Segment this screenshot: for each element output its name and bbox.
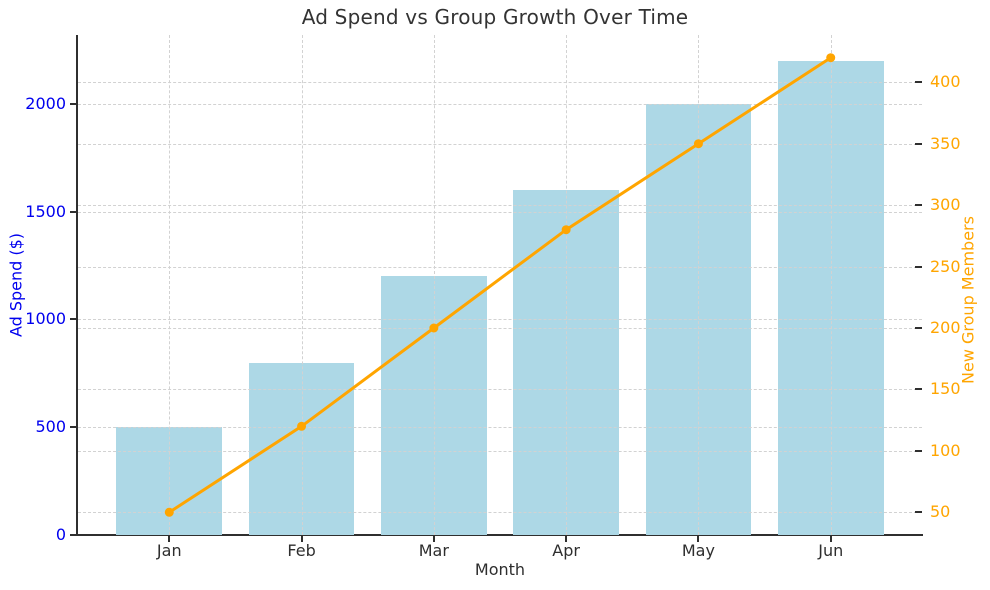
bar-jun — [777, 60, 884, 535]
left-tick-label-500: 500 — [35, 417, 66, 437]
right-tick-mark-150 — [915, 388, 922, 391]
gridline-h-right-150 — [78, 389, 922, 391]
bottom-spine — [76, 534, 923, 536]
right-tick-mark-400 — [915, 81, 922, 84]
line-marker-jan — [164, 507, 174, 517]
gridline-v-jan — [169, 35, 171, 535]
line-marker-feb — [297, 421, 307, 431]
x-tick-label-apr: Apr — [552, 541, 580, 560]
right-axis-label: New Group Members — [958, 216, 978, 384]
left-spine — [76, 35, 78, 536]
right-tick-mark-350 — [915, 142, 922, 145]
gridline-v-may — [698, 35, 700, 535]
gridline-h-right-250 — [78, 266, 922, 268]
chart-title: Ad Spend vs Group Growth Over Time — [301, 5, 689, 29]
right-tick-label-350: 350 — [930, 133, 961, 153]
x-tick-mark-jan — [168, 536, 171, 542]
line-marker-may — [693, 139, 703, 149]
x-tick-label-mar: Mar — [418, 541, 449, 560]
gridline-h-right-100 — [78, 450, 922, 452]
right-tick-label-150: 150 — [930, 379, 961, 399]
gridline-h-right-350 — [78, 143, 922, 145]
left-tick-label-0: 0 — [55, 525, 66, 544]
right-tick-label-100: 100 — [930, 440, 961, 460]
gridline-h-right-50 — [78, 512, 922, 514]
growth-line-series — [164, 53, 836, 517]
gridline-v-jun — [830, 35, 832, 535]
x-tick-mark-jun — [829, 536, 832, 542]
right-tick-mark-200 — [915, 326, 922, 329]
x-tick-label-feb: Feb — [287, 541, 316, 560]
x-tick-mark-feb — [300, 536, 303, 542]
gridline-h-left-500 — [78, 427, 922, 429]
right-tick-label-250: 250 — [930, 256, 961, 276]
right-tick-label-300: 300 — [930, 195, 961, 215]
left-tick-mark-0 — [70, 534, 77, 536]
gridline-v-mar — [433, 35, 435, 535]
left-tick-label-1500: 1500 — [25, 201, 66, 221]
bar-apr — [513, 190, 620, 535]
left-tick-label-2000: 2000 — [25, 93, 66, 113]
line-marker-jun — [826, 53, 836, 63]
line-marker-mar — [429, 323, 439, 333]
x-tick-label-jun: Jun — [818, 541, 844, 560]
gridline-h-left-1500 — [78, 211, 922, 213]
left-tick-mark-1000 — [70, 318, 77, 321]
gridline-v-feb — [301, 35, 303, 535]
x-tick-mark-mar — [432, 536, 435, 542]
x-tick-label-jan: Jan — [156, 541, 182, 560]
left-tick-label-1000: 1000 — [25, 309, 66, 329]
right-tick-label-400: 400 — [930, 72, 961, 92]
gridline-h-right-200 — [78, 327, 922, 329]
plot-area — [78, 35, 922, 535]
line-marker-apr — [561, 225, 571, 235]
left-tick-mark-1500 — [70, 210, 77, 213]
gridline-v-apr — [566, 35, 568, 535]
x-tick-mark-may — [697, 536, 700, 542]
left-tick-mark-2000 — [70, 102, 77, 105]
line-path — [167, 56, 833, 514]
right-tick-label-50: 50 — [930, 502, 951, 522]
gridline-h-left-1000 — [78, 319, 922, 321]
right-tick-mark-100 — [915, 449, 922, 452]
x-axis-label: Month — [474, 560, 526, 579]
right-tick-mark-300 — [915, 204, 922, 207]
right-tick-label-200: 200 — [930, 317, 961, 337]
gridline-h-right-300 — [78, 205, 922, 207]
left-tick-mark-500 — [70, 426, 77, 429]
gridline-h-left-2000 — [78, 103, 922, 105]
x-tick-label-may: May — [681, 541, 715, 560]
right-tick-mark-50 — [915, 511, 922, 514]
x-tick-mark-apr — [565, 536, 568, 542]
gridline-h-right-400 — [78, 82, 922, 84]
right-tick-mark-250 — [915, 265, 922, 268]
